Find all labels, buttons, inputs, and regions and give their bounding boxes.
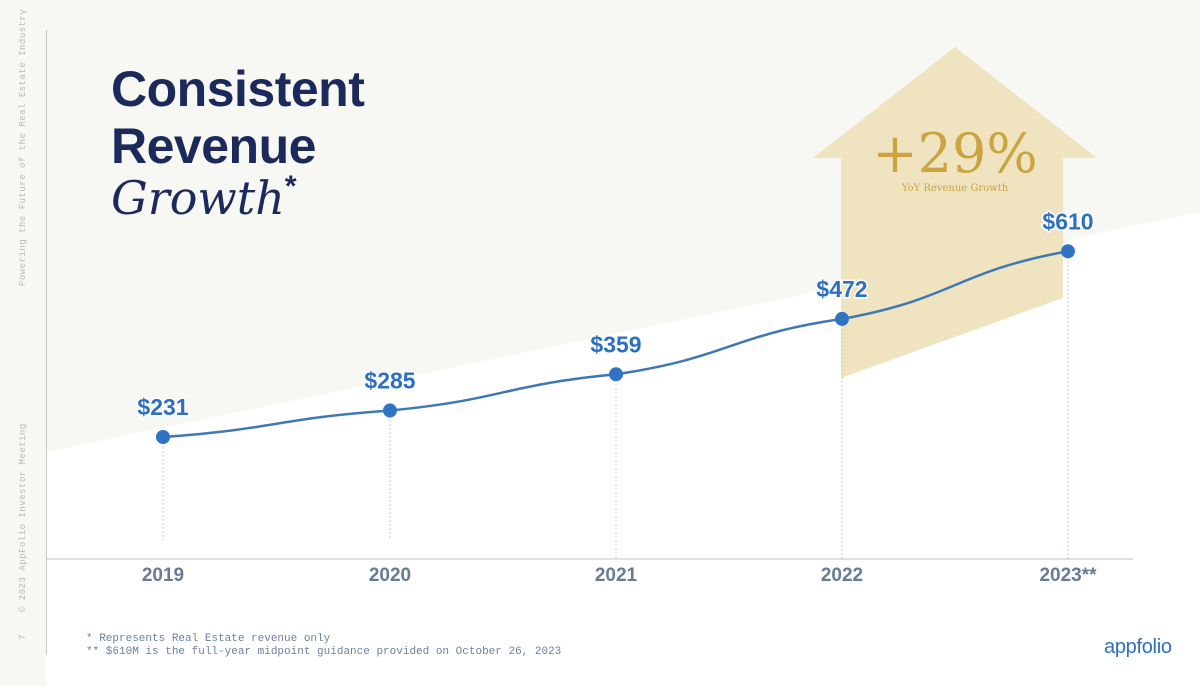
value-label-2020: $285 [364, 368, 415, 394]
value-label-2022: $472 [816, 276, 867, 302]
title-line-2: Revenue [111, 118, 316, 174]
left-divider [46, 30, 47, 655]
x-tick-label-2022: 2022 [821, 565, 863, 586]
side-copyright: © 2023 AppFolio Investor Meeting [18, 423, 28, 612]
up-arrow-shape [813, 47, 1097, 378]
page-number: 7 [18, 634, 28, 640]
value-label-2023: $610 [1042, 208, 1093, 234]
data-point-2022 [835, 311, 849, 326]
title-asterisk: * [284, 170, 297, 203]
footnote-2: ** $610M is the full-year midpoint guida… [86, 646, 562, 658]
appfolio-logo[interactable]: appfolio [1104, 636, 1172, 658]
title-line-1: Consistent [111, 61, 365, 117]
x-tick-label-2021: 2021 [595, 565, 638, 586]
title-line-3: Growth* [111, 170, 297, 225]
value-label-2021: $359 [590, 331, 641, 357]
x-tick-label-2023: 2023** [1039, 565, 1097, 586]
data-point-2020 [383, 403, 397, 418]
callout-value: +29% [872, 122, 1037, 185]
x-tick-label-2020: 2020 [369, 565, 411, 586]
data-point-2023 [1061, 244, 1075, 259]
title-growth: Growth [111, 171, 285, 225]
callout-label: YoY Revenue Growth [901, 183, 1009, 194]
value-label-2019: $231 [137, 394, 188, 420]
side-tagline: Powering the Future of the Real Estate I… [18, 8, 28, 286]
data-point-2021 [609, 367, 623, 382]
footnote-1: * Represents Real Estate revenue only [86, 633, 331, 645]
x-tick-label-2019: 2019 [142, 565, 184, 586]
data-point-2019 [156, 430, 170, 444]
